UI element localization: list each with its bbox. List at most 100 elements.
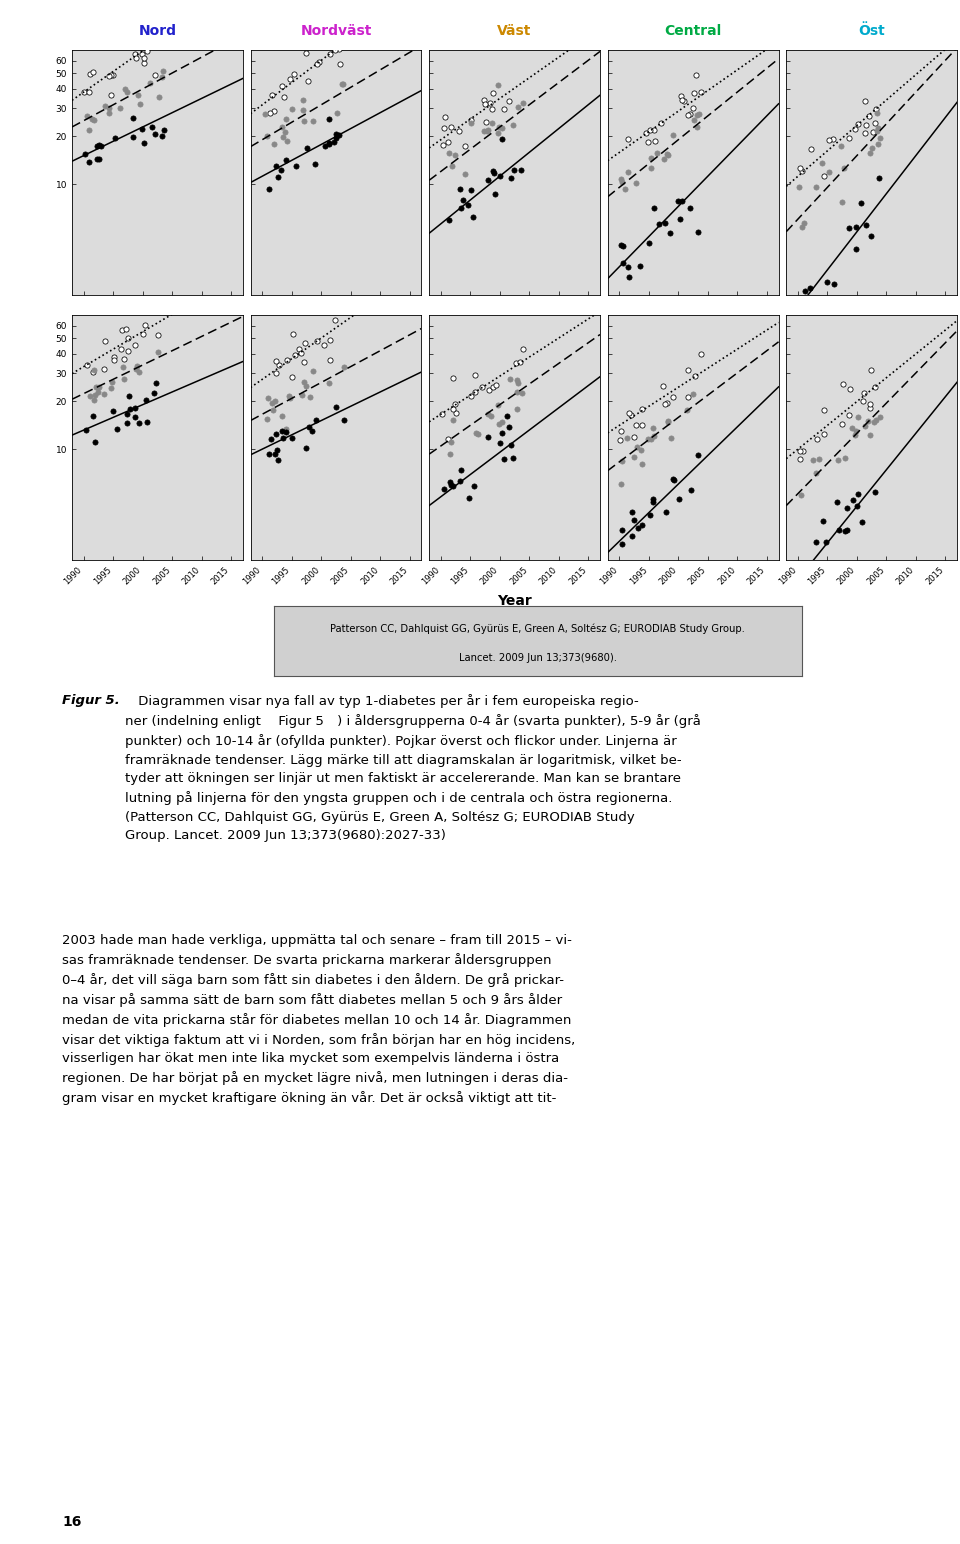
Point [275, 114, 290, 139]
Point [856, 380, 872, 405]
Point [634, 452, 649, 477]
Point [867, 111, 882, 136]
Point [660, 409, 676, 434]
Point [858, 113, 874, 137]
Point [623, 403, 638, 428]
Point [848, 423, 863, 448]
Point [862, 395, 877, 420]
Point [642, 117, 658, 142]
Point [106, 63, 121, 88]
Point [107, 344, 122, 369]
Point [136, 130, 152, 154]
Point [506, 446, 521, 471]
Point [88, 375, 104, 400]
Point [299, 42, 314, 66]
Point [862, 141, 877, 165]
Point [488, 372, 503, 397]
Point [793, 156, 808, 181]
Point [476, 119, 492, 144]
Point [633, 253, 648, 278]
Point [444, 114, 459, 139]
Point [492, 114, 507, 139]
Point [98, 94, 113, 119]
Point [626, 425, 641, 449]
Point [614, 170, 630, 195]
Point [447, 392, 463, 417]
Point [511, 96, 526, 120]
Point [83, 62, 98, 86]
Point [663, 426, 679, 451]
Point [516, 337, 531, 361]
Point [670, 188, 685, 213]
Point [438, 105, 453, 130]
Point [658, 500, 673, 525]
Point [118, 317, 133, 341]
Point [268, 422, 283, 446]
Point [261, 442, 276, 466]
Point [850, 494, 865, 519]
Point [830, 448, 846, 472]
Point [794, 215, 809, 239]
Point [612, 472, 628, 497]
Point [674, 88, 689, 113]
Point [328, 127, 344, 151]
Point [436, 133, 451, 157]
Point [91, 133, 107, 157]
Point [693, 79, 708, 103]
Point [284, 425, 300, 449]
Point [514, 157, 529, 182]
Point [112, 96, 128, 120]
Point [799, 287, 814, 312]
Point [270, 448, 285, 472]
Point [444, 154, 460, 179]
Point [269, 437, 284, 462]
Point [114, 318, 130, 343]
Point [674, 188, 689, 213]
Point [307, 151, 323, 176]
Point [630, 516, 645, 540]
Point [463, 384, 478, 409]
Point [479, 119, 494, 144]
Point [328, 34, 344, 59]
Point [466, 474, 481, 499]
Point [866, 119, 881, 144]
Point [640, 130, 656, 154]
Point [91, 147, 107, 171]
Point [90, 380, 106, 405]
Point [868, 480, 883, 505]
Point [107, 347, 122, 372]
Point [612, 428, 628, 452]
Point [106, 398, 121, 423]
Point [91, 375, 107, 400]
Point [654, 111, 669, 136]
Point [129, 354, 144, 378]
Point [645, 486, 660, 511]
Point [819, 270, 834, 295]
Point [837, 446, 852, 471]
Point [797, 300, 812, 324]
Point [119, 79, 134, 103]
Point [115, 355, 131, 380]
Point [480, 425, 495, 449]
Point [85, 59, 101, 83]
Point [818, 530, 833, 554]
Point [837, 519, 852, 543]
Point [643, 426, 659, 451]
Point [149, 371, 164, 395]
Point [864, 136, 879, 161]
Point [281, 384, 297, 409]
Point [862, 103, 877, 128]
Point [643, 145, 659, 170]
Point [322, 347, 337, 372]
Point [689, 102, 705, 127]
Point [147, 380, 162, 405]
Point [615, 250, 631, 275]
Point [457, 133, 472, 157]
Point [791, 174, 806, 199]
Point [84, 360, 100, 384]
Point [660, 142, 676, 167]
Point [872, 167, 887, 191]
Point [268, 349, 283, 374]
Point [267, 442, 282, 466]
Point [816, 164, 831, 188]
